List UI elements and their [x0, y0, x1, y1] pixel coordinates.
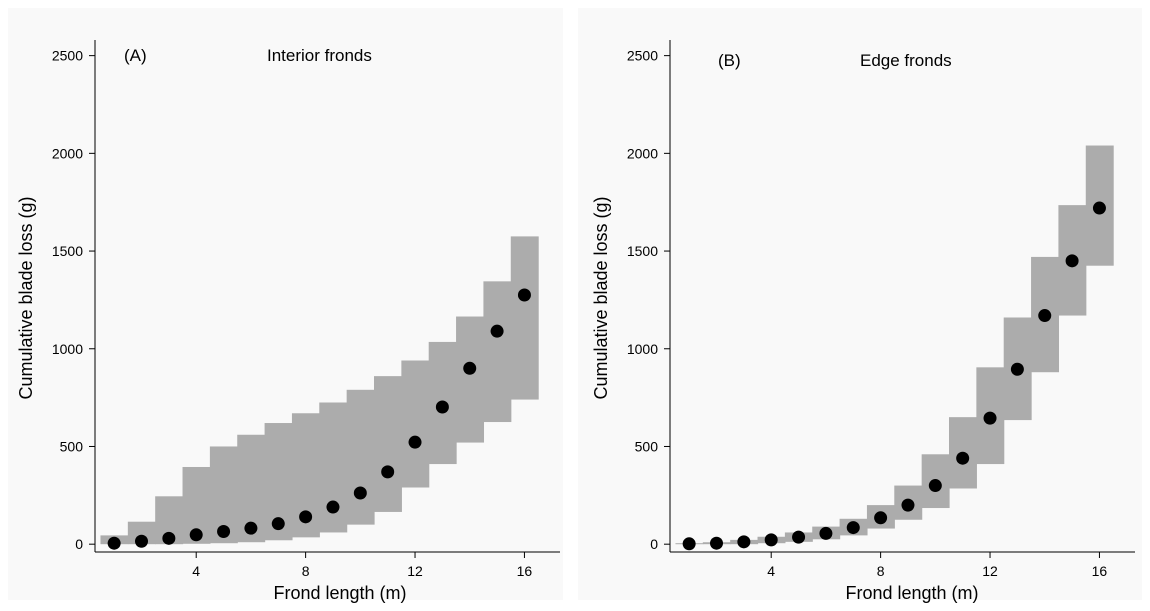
data-point — [408, 435, 422, 449]
data-point — [217, 524, 231, 538]
data-point — [682, 537, 696, 551]
panel-edge-fronds: 0 500 1000 1500 2000 2500 4 8 12 16 (B) Edge fronds… — [578, 8, 1142, 603]
panel-title: Interior fronds — [267, 46, 372, 65]
y-tick-label: 0 — [75, 536, 83, 552]
x-tick-label: 4 — [767, 563, 775, 579]
data-point — [1010, 362, 1024, 376]
data-point — [956, 451, 970, 465]
band-segment — [374, 376, 402, 512]
data-point — [764, 533, 778, 547]
data-point — [463, 361, 477, 375]
data-point — [792, 530, 806, 544]
y-tick-label: 1000 — [52, 341, 83, 357]
panel-label: (B) — [718, 51, 741, 70]
y-tick-label: 2000 — [627, 145, 658, 161]
data-point — [490, 324, 504, 338]
data-point — [1038, 309, 1052, 323]
y-tick-label: 1000 — [627, 341, 658, 357]
x-tick-label: 12 — [982, 563, 998, 579]
x-tick-label: 16 — [1092, 563, 1108, 579]
y-tick-label: 2500 — [627, 48, 658, 64]
data-point — [928, 479, 942, 493]
data-point — [326, 500, 340, 514]
data-point — [819, 526, 833, 540]
band-segment — [401, 360, 430, 488]
data-point — [517, 288, 531, 302]
data-point — [244, 521, 258, 535]
y-tick-label: 2500 — [52, 48, 83, 64]
band-segment — [483, 281, 512, 423]
x-tick-label: 8 — [877, 563, 885, 579]
data-point — [710, 536, 723, 550]
x-tick-label: 16 — [517, 563, 533, 579]
panel-title: Edge fronds — [860, 51, 952, 70]
data-point — [846, 521, 860, 535]
band-segment — [456, 316, 485, 443]
panel-label: (A) — [124, 46, 147, 65]
data-point — [737, 535, 751, 549]
data-point — [1092, 201, 1106, 215]
y-tick-label: 500 — [60, 438, 84, 454]
x-tick-label: 4 — [192, 563, 200, 579]
data-point — [189, 528, 203, 542]
data-point — [381, 465, 395, 479]
panel-interior-fronds: 0 500 1000 1500 2000 2500 4 8 12 16 (A) Interior fr… — [8, 8, 563, 603]
y-axis-title: Cumulative blade loss (g) — [591, 196, 611, 399]
band-segment — [127, 521, 156, 545]
data-point — [299, 510, 313, 524]
y-tick-label: 1500 — [627, 243, 658, 259]
y-tick-label: 0 — [650, 536, 658, 552]
data-point — [162, 531, 176, 545]
data-point — [1065, 254, 1079, 268]
data-point — [107, 536, 121, 550]
data-point — [135, 534, 148, 548]
y-tick-label: 1500 — [52, 243, 83, 259]
x-axis-title: Frond length (m) — [273, 583, 406, 603]
data-point — [901, 498, 915, 512]
x-tick-label: 12 — [407, 563, 423, 579]
data-point — [435, 400, 449, 414]
y-tick-label: 2000 — [52, 145, 83, 161]
y-tick-label: 500 — [635, 438, 659, 454]
band-segment — [510, 236, 539, 400]
x-tick-label: 8 — [302, 563, 310, 579]
y-axis-title: Cumulative blade loss (g) — [16, 196, 36, 399]
data-point — [983, 411, 997, 425]
band-segment — [346, 389, 375, 525]
data-point — [271, 517, 285, 531]
data-point — [353, 486, 367, 500]
data-point — [874, 511, 888, 525]
x-axis-title: Frond length (m) — [845, 583, 978, 603]
